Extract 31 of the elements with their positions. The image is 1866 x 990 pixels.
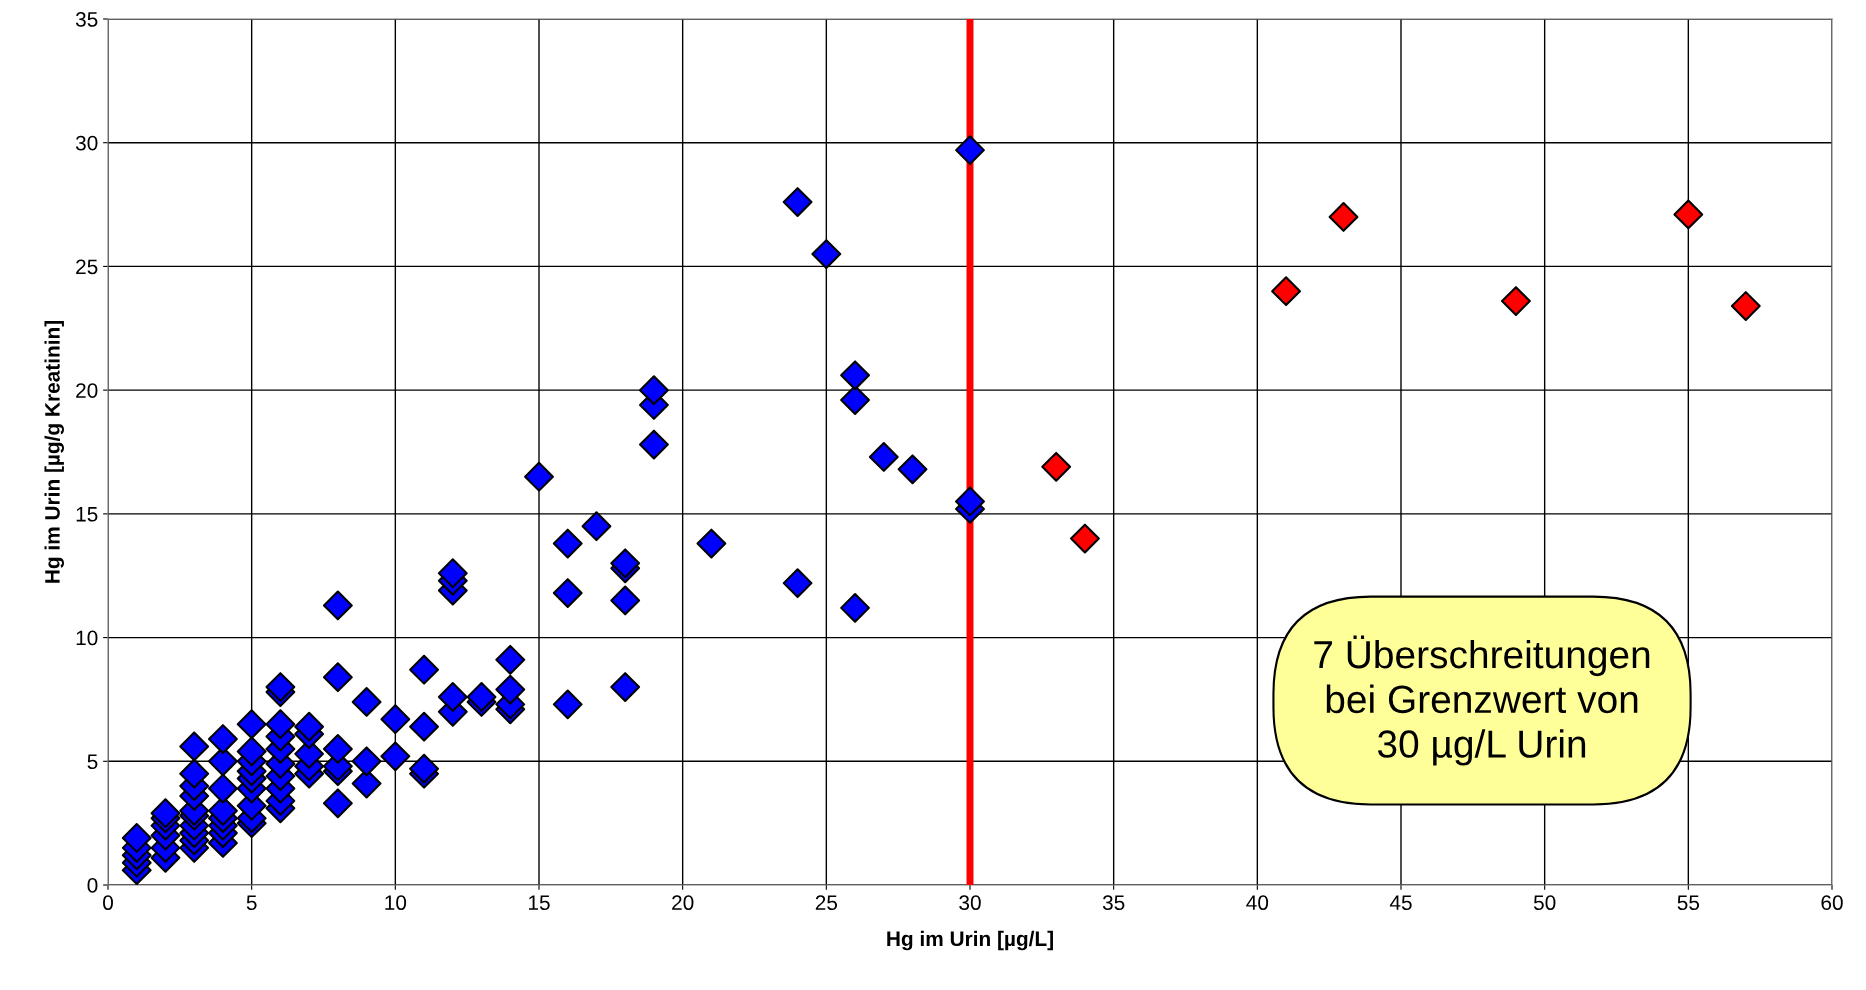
point <box>1271 276 1301 307</box>
x-tick-label: 45 <box>1389 895 1412 911</box>
y-tick-label: 5 <box>87 754 98 770</box>
y-tick-label: 25 <box>76 259 98 275</box>
point <box>1501 286 1531 316</box>
y-tick-label: 35 <box>75 12 98 27</box>
x-tick-label: 5 <box>246 895 257 911</box>
x-axis-title: Hg im Urin [µg/L] <box>887 930 1053 951</box>
y-tick-label: 10 <box>76 630 98 646</box>
x-tick-label: 35 <box>1102 895 1125 911</box>
point <box>1041 451 1072 482</box>
x-tick-label: 15 <box>529 895 550 911</box>
point <box>1730 291 1761 321</box>
y-tick-label: 15 <box>76 507 98 522</box>
x-tick-label: 0 <box>103 895 113 911</box>
x-tick-label: 55 <box>1677 895 1700 911</box>
x-tick-label: 30 <box>959 895 981 911</box>
y-tick-label: 30 <box>75 135 98 151</box>
point <box>1328 202 1359 232</box>
x-tick-label: 60 <box>1821 895 1843 911</box>
y-tick-label: 20 <box>76 383 98 398</box>
x-tick-label: 20 <box>672 895 694 911</box>
x-tick-label: 50 <box>1533 895 1556 911</box>
y-tick-label: 0 <box>87 878 98 893</box>
x-tick-label: 25 <box>815 895 838 911</box>
point <box>1070 523 1100 554</box>
point <box>1673 199 1704 230</box>
x-tick-label: 10 <box>385 895 407 911</box>
x-tick-label: 40 <box>1246 895 1269 911</box>
annotation: 7 Überschreitungen bei Grenzwert von 30 µg/L Urin <box>1314 635 1650 766</box>
y-axis-title: Hg im Urin [µg/g Kreatinin] <box>44 321 64 583</box>
